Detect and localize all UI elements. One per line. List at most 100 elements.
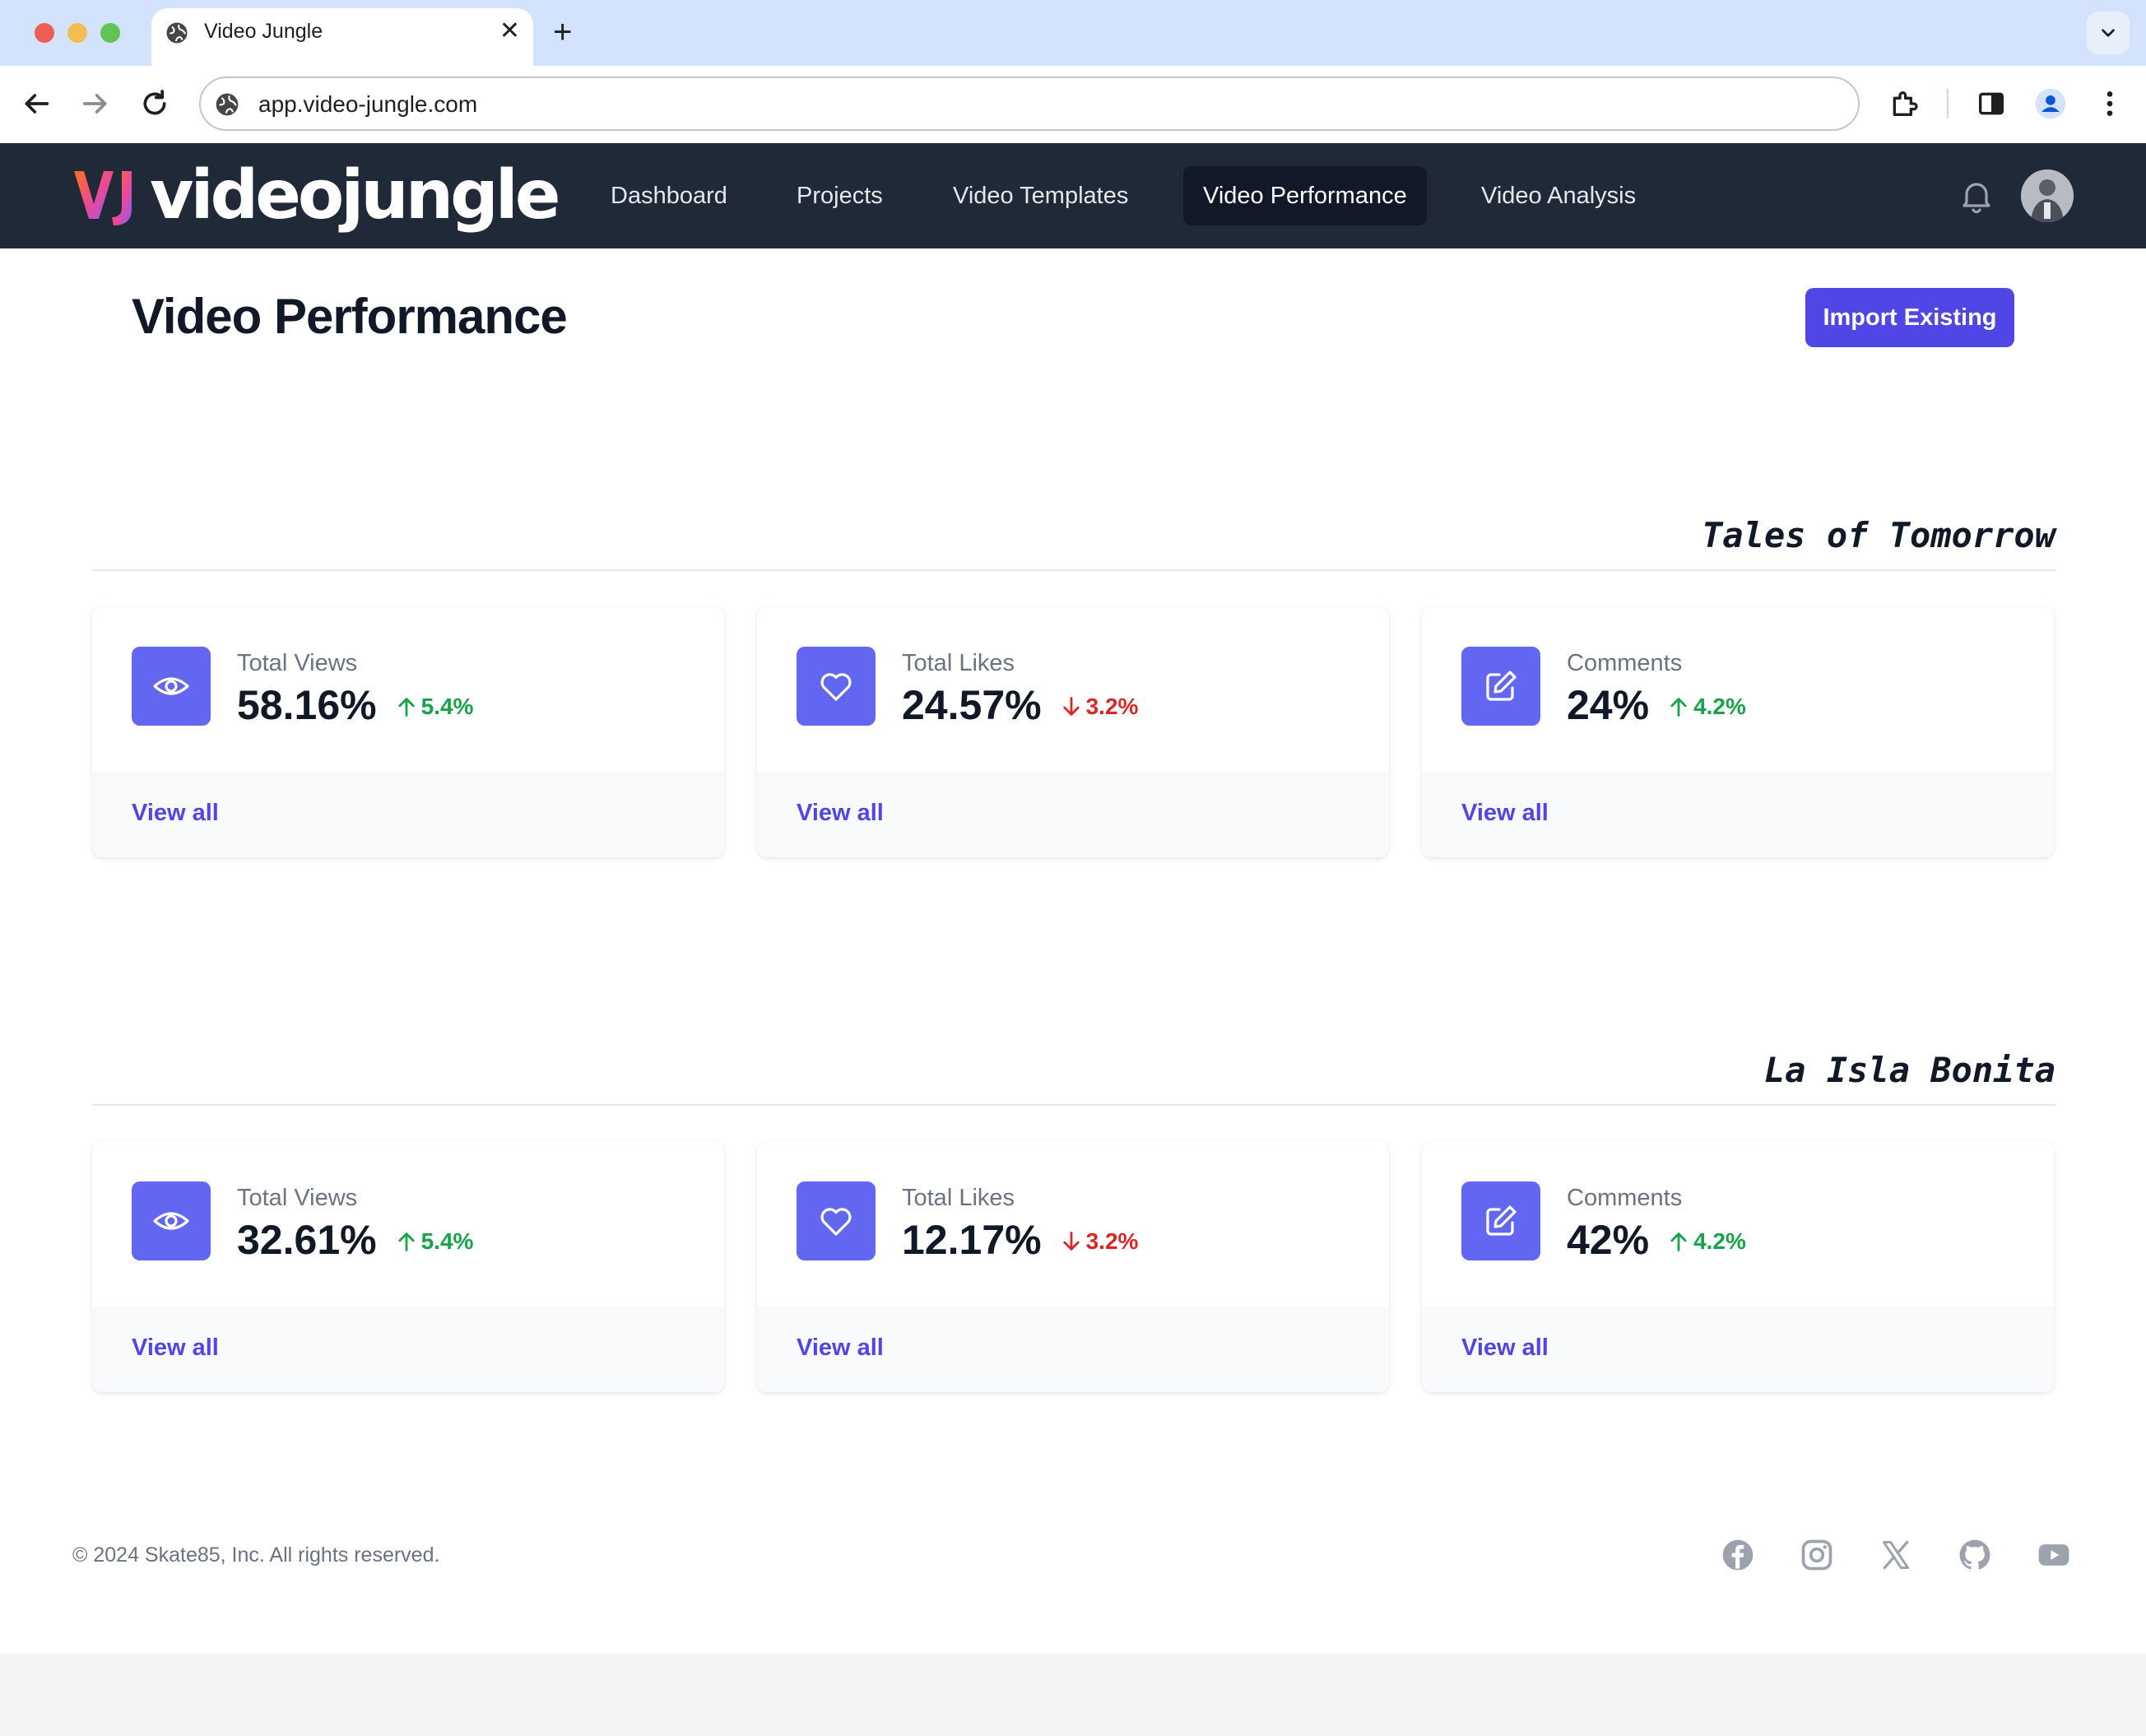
arrow-down-icon — [1063, 1232, 1080, 1251]
card-value: 12.17% — [902, 1217, 1042, 1263]
toolbar-divider — [1947, 89, 1949, 118]
extensions-icon[interactable] — [1888, 87, 1921, 120]
change-badge: 4.2% — [1667, 1228, 1746, 1255]
vj-logo-mark — [74, 171, 132, 225]
view-all-link[interactable]: View all — [797, 1334, 884, 1361]
nav-video-analysis[interactable]: Video Analysis — [1481, 183, 1637, 209]
heart-icon — [820, 673, 852, 701]
stat-card-comments: Comments 24% 4.2% View all — [1422, 607, 2054, 857]
avatar-photo — [2021, 169, 2074, 222]
facebook-icon[interactable] — [1720, 1537, 1756, 1573]
card-icon-box — [797, 1181, 876, 1260]
eye-icon — [153, 1212, 189, 1230]
user-avatar[interactable] — [2021, 169, 2074, 222]
card-value: 42% — [1567, 1217, 1650, 1263]
eye-icon — [153, 677, 189, 695]
window-minimize-button[interactable] — [67, 23, 87, 43]
reload-icon[interactable] — [138, 87, 171, 120]
change-value: 3.2% — [1085, 1228, 1139, 1254]
section-title: La Isla Bonita — [1763, 1050, 2055, 1090]
view-all-link[interactable]: View all — [797, 800, 884, 826]
card-footer: View all — [92, 1307, 724, 1392]
change-badge: 5.4% — [395, 1228, 473, 1255]
stat-card-total-likes: Total Likes 12.17% 3.2% View all — [757, 1142, 1389, 1392]
nav-projects[interactable]: Projects — [797, 183, 883, 209]
view-all-link[interactable]: View all — [1461, 1334, 1549, 1361]
card-icon-box — [1461, 1181, 1540, 1260]
section-divider — [92, 569, 2055, 571]
card-value: 58.16% — [237, 682, 377, 728]
nav-dashboard[interactable]: Dashboard — [611, 183, 727, 209]
card-label: Comments — [1567, 650, 1683, 676]
bell-icon[interactable] — [1957, 176, 1996, 216]
kebab-menu-icon[interactable] — [2093, 87, 2126, 120]
change-value: 5.4% — [420, 694, 474, 719]
window-close-button[interactable] — [35, 23, 54, 43]
github-icon[interactable] — [1957, 1537, 1993, 1573]
videojungle-logo[interactable]: videojungle — [71, 156, 560, 235]
profile-icon[interactable] — [2034, 87, 2067, 120]
page-title: Video Performance — [132, 289, 568, 344]
pencil-square-icon — [1486, 1205, 1517, 1236]
tab-search-button[interactable] — [2087, 12, 2130, 54]
globe-icon — [166, 22, 188, 44]
section-divider — [92, 1104, 2055, 1106]
tab-title: Video Jungle — [204, 20, 323, 43]
chevron-down-icon — [2102, 29, 2115, 37]
stat-card-total-views: Total Views 32.61% 5.4% View all — [92, 1142, 724, 1392]
logo-text: videojungle — [150, 156, 560, 234]
x-icon[interactable] — [1878, 1537, 1914, 1573]
change-value: 4.2% — [1693, 1228, 1746, 1254]
change-badge: 3.2% — [1060, 1228, 1139, 1255]
app-navbar: videojungle Dashboard Projects Video Tem… — [0, 143, 2146, 248]
card-stat: 42% 4.2% — [1567, 1216, 1746, 1264]
new-tab-button[interactable]: + — [553, 14, 573, 50]
arrow-up-icon — [398, 698, 415, 717]
url-text[interactable]: app.video-jungle.com — [258, 91, 478, 117]
address-bar[interactable]: app.video-jungle.com — [199, 77, 1860, 131]
card-footer: View all — [757, 1307, 1389, 1392]
youtube-icon[interactable] — [2036, 1537, 2072, 1573]
tab-close-icon[interactable]: ✕ — [499, 17, 520, 44]
view-all-link[interactable]: View all — [132, 1334, 219, 1361]
card-stat: 12.17% 3.2% — [902, 1216, 1138, 1264]
card-stat: 32.61% 5.4% — [237, 1216, 473, 1264]
browser-tab[interactable]: Video Jungle ✕ — [151, 8, 533, 66]
view-all-link[interactable]: View all — [1461, 800, 1549, 826]
nav-video-performance[interactable]: Video Performance — [1183, 166, 1427, 225]
page-bottom-background — [0, 1654, 2146, 1736]
card-footer: View all — [757, 772, 1389, 857]
back-arrow-icon[interactable] — [20, 87, 53, 120]
section-title: Tales of Tomorrow — [1702, 515, 2055, 555]
change-badge: 5.4% — [395, 694, 474, 720]
side-panel-icon[interactable] — [1975, 87, 2008, 120]
card-label: Total Views — [237, 1185, 358, 1211]
browser-tab-strip: Video Jungle ✕ + — [0, 0, 2146, 66]
copyright-text: © 2024 Skate85, Inc. All rights reserved… — [72, 1543, 440, 1567]
pencil-square-icon — [1486, 671, 1517, 701]
stat-card-total-likes: Total Likes 24.57% 3.2% View all — [757, 607, 1389, 857]
change-badge: 3.2% — [1060, 694, 1138, 720]
window-maximize-button[interactable] — [100, 23, 120, 43]
card-footer: View all — [92, 772, 724, 857]
browser-toolbar: app.video-jungle.com — [0, 66, 2146, 143]
card-stat: 24.57% 3.2% — [902, 681, 1138, 729]
card-footer: View all — [1422, 1307, 2054, 1392]
card-footer: View all — [1422, 772, 2054, 857]
view-all-link[interactable]: View all — [132, 800, 219, 826]
arrow-down-icon — [1063, 697, 1080, 716]
arrow-up-icon — [1670, 1232, 1687, 1251]
card-value: 24.57% — [902, 682, 1042, 728]
card-icon-box — [132, 1181, 211, 1260]
card-stat: 58.16% 5.4% — [237, 681, 473, 729]
card-label: Total Likes — [902, 1185, 1015, 1211]
card-label: Total Likes — [902, 650, 1015, 676]
change-value: 4.2% — [1693, 694, 1746, 719]
site-info-icon[interactable] — [214, 91, 240, 118]
forward-arrow-icon[interactable] — [79, 87, 112, 120]
import-existing-button[interactable]: Import Existing — [1805, 288, 2014, 347]
change-badge: 4.2% — [1667, 694, 1746, 720]
stat-card-comments: Comments 42% 4.2% View all — [1422, 1142, 2054, 1392]
nav-video-templates[interactable]: Video Templates — [953, 183, 1129, 209]
instagram-icon[interactable] — [1799, 1537, 1835, 1573]
